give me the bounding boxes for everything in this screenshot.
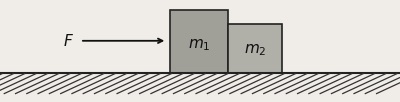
Text: $F$: $F$ [63,33,74,49]
Bar [228,24,282,73]
Text: $m_2$: $m_2$ [244,42,266,58]
Text: $m_1$: $m_1$ [188,37,210,53]
Bar [170,10,228,73]
